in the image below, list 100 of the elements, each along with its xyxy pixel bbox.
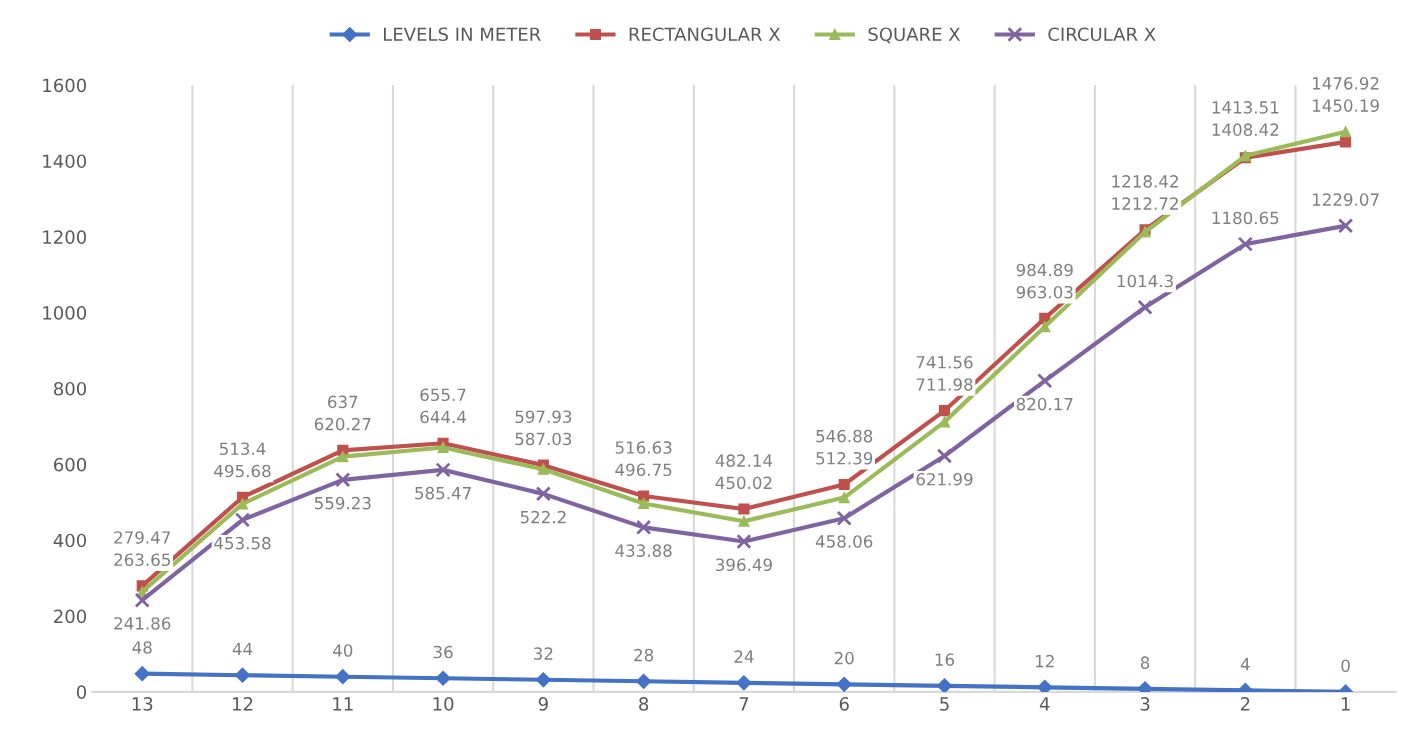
x-tick-label: 1 xyxy=(1341,697,1350,711)
data-label: 8 xyxy=(1140,656,1150,669)
point xyxy=(1137,299,1153,315)
data-label: 279.47 xyxy=(114,531,170,544)
data-label: 16 xyxy=(935,653,955,666)
point xyxy=(335,669,351,685)
data-label: 1229.07 xyxy=(1312,193,1379,206)
point xyxy=(337,451,349,463)
y-tick-label: 800 xyxy=(54,381,87,396)
legend-label: RECTANGULAR X xyxy=(629,27,781,42)
legend-label: CIRCULAR X xyxy=(1048,27,1156,42)
data-label: 963.03 xyxy=(1016,285,1073,299)
x-tick-label: 13 xyxy=(132,697,153,711)
y-tick-label: 1200 xyxy=(43,230,87,244)
y-tick-label: 200 xyxy=(54,609,87,624)
data-label: 20 xyxy=(834,651,854,665)
x-tick-label: 8 xyxy=(639,697,649,711)
point xyxy=(1340,126,1352,138)
data-label: 495.68 xyxy=(214,464,271,478)
point xyxy=(938,405,951,417)
data-label: 433.88 xyxy=(615,544,672,557)
data-label: 263.65 xyxy=(114,553,170,567)
data-label: 396.49 xyxy=(716,558,772,572)
data-label: 1476.92 xyxy=(1312,77,1379,90)
data-label: 637 xyxy=(328,395,358,409)
data-label: 1180.65 xyxy=(1212,211,1279,225)
point xyxy=(736,675,752,691)
legend-label: LEVELS IN METER xyxy=(384,27,541,42)
x-tick-label: 12 xyxy=(233,697,253,711)
point xyxy=(134,592,150,608)
point xyxy=(836,676,852,692)
y-tick-label: 0 xyxy=(76,685,87,700)
data-label: 820.17 xyxy=(1016,397,1073,411)
point xyxy=(537,463,549,475)
point xyxy=(936,448,953,464)
data-label: 482.14 xyxy=(715,454,773,467)
data-label: 741.56 xyxy=(916,355,973,369)
y-tick-label: 1600 xyxy=(43,78,87,93)
data-label: 546.88 xyxy=(816,429,873,443)
data-label: 1014.3 xyxy=(1117,274,1173,288)
point xyxy=(838,478,850,491)
data-label: 1212.72 xyxy=(1112,197,1178,210)
data-label: 496.75 xyxy=(615,463,672,477)
data-label: 597.93 xyxy=(515,410,572,424)
x-tick-label: 7 xyxy=(739,697,749,711)
data-label: 655.7 xyxy=(420,388,466,402)
point xyxy=(437,441,449,454)
data-label: 513.4 xyxy=(219,442,266,456)
x-tick-label: 2 xyxy=(1240,697,1250,711)
x-tick-label: 10 xyxy=(433,697,454,711)
point xyxy=(1337,218,1354,234)
point xyxy=(636,519,652,535)
y-tick-label: 400 xyxy=(53,533,87,548)
point xyxy=(1237,236,1253,252)
data-label: 984.89 xyxy=(1016,263,1073,277)
point xyxy=(1037,373,1053,389)
point xyxy=(836,510,852,526)
data-label: 1218.42 xyxy=(1112,175,1178,188)
data-label: 48 xyxy=(132,641,152,654)
data-label: 585.47 xyxy=(415,486,471,500)
data-label: 4 xyxy=(1240,658,1250,671)
x-tick-label: 4 xyxy=(1039,697,1050,711)
data-label: 620.27 xyxy=(314,417,371,431)
point xyxy=(535,672,551,688)
y-tick-label: 600 xyxy=(54,457,87,472)
x-tick-label: 5 xyxy=(940,697,949,711)
point xyxy=(435,670,451,686)
y-tick-label: 1000 xyxy=(43,306,87,320)
point xyxy=(638,497,650,510)
data-label: 516.63 xyxy=(615,441,672,454)
data-label: 44 xyxy=(232,642,253,656)
data-label: 36 xyxy=(433,645,453,659)
x-tick-label: 11 xyxy=(333,697,353,711)
data-label: 587.03 xyxy=(515,432,572,446)
data-label: 512.39 xyxy=(816,451,873,465)
point xyxy=(234,512,251,528)
x-tick-label: 6 xyxy=(839,697,849,711)
data-label: 32 xyxy=(534,647,553,660)
legend-label: SQUARE X xyxy=(868,27,961,44)
data-label: 453.58 xyxy=(214,536,271,550)
x-tick-label: 3 xyxy=(1140,697,1150,711)
data-label: 644.4 xyxy=(420,410,467,424)
data-label: 458.06 xyxy=(815,535,873,548)
point xyxy=(936,678,953,692)
y-tick-label: 1400 xyxy=(43,154,87,169)
data-label: 522.2 xyxy=(520,510,566,524)
data-label: 621.99 xyxy=(916,472,973,486)
data-label: 0 xyxy=(1341,659,1350,672)
x-tick-label: 9 xyxy=(538,697,548,711)
point xyxy=(335,472,351,488)
data-label: 711.98 xyxy=(916,378,973,391)
point xyxy=(738,503,750,515)
point xyxy=(234,667,251,683)
data-label: 40 xyxy=(333,644,353,657)
point xyxy=(838,492,850,504)
data-label: 241.86 xyxy=(114,617,171,630)
data-label: 12 xyxy=(1035,654,1054,668)
point xyxy=(1037,679,1053,692)
data-label: 1408.42 xyxy=(1212,123,1279,136)
data-label: 24 xyxy=(734,650,754,663)
